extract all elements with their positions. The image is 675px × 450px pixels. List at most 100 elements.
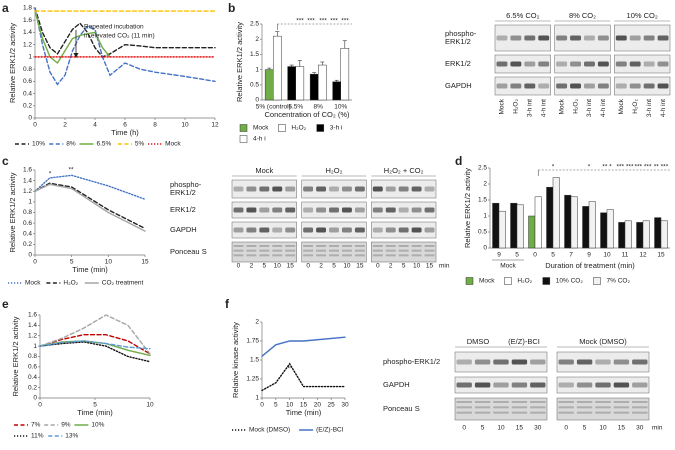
bar xyxy=(546,186,554,249)
x-tick-label: 5% (control) xyxy=(256,104,291,111)
bar xyxy=(287,66,296,101)
bar xyxy=(492,202,500,249)
blot-band xyxy=(538,61,550,67)
x-tick-label: 8 xyxy=(153,122,157,129)
blot-lane-label: 0 xyxy=(237,263,241,270)
blot-lane-label: 10 xyxy=(497,425,505,432)
y-tick-label: 1 xyxy=(255,395,259,402)
annotation: Repeated incubation xyxy=(84,24,144,31)
blot-row-label: Ponceau S xyxy=(170,247,207,256)
blot-band xyxy=(530,406,546,409)
y-tick-label: 0 xyxy=(28,252,32,259)
blot-band xyxy=(584,83,595,89)
series-line xyxy=(261,362,346,392)
blot-band xyxy=(511,411,528,414)
blot-band xyxy=(510,83,522,89)
y-tick-label: 1.2 xyxy=(28,332,37,339)
blot-band xyxy=(341,186,352,192)
blot-row-label: phospho-ERK1/2 xyxy=(383,357,440,366)
blot-band xyxy=(538,35,550,41)
bar xyxy=(498,210,506,249)
x-tick-label: 7 xyxy=(569,252,573,259)
x-tick-label: 5 xyxy=(274,402,278,409)
blot-band xyxy=(595,359,611,365)
legend-label: 7% CO₂ xyxy=(607,278,631,285)
blot-lane-label: 15 xyxy=(287,263,295,270)
blot-unit: min xyxy=(652,425,663,432)
blot-band xyxy=(474,382,491,388)
y-tick-label: 0 xyxy=(255,97,259,104)
legend-label: 13% xyxy=(65,433,78,440)
y-tick-label: 1.5 xyxy=(478,197,487,204)
blot-row-label: ERK1/2 xyxy=(445,37,471,46)
blot-header: 10% CO₂ xyxy=(627,11,658,20)
x-tick-label: 4 xyxy=(93,122,97,129)
blot-band xyxy=(285,245,296,247)
blot-band xyxy=(385,249,396,252)
blot-header: H₂O₂ xyxy=(325,166,342,175)
series-line xyxy=(39,341,151,363)
annotation: * xyxy=(552,164,555,171)
blot-band xyxy=(456,382,472,388)
blot-band xyxy=(584,61,595,67)
blot-band xyxy=(398,207,409,213)
blot-lane-label: 10 xyxy=(599,425,607,432)
blot-frame xyxy=(494,76,551,96)
blot-band xyxy=(657,35,669,41)
blot-band xyxy=(398,254,409,257)
legend-label: 10% CO₂ xyxy=(556,278,584,285)
blot-band xyxy=(246,227,257,233)
blot-band xyxy=(456,401,472,403)
blot-band xyxy=(316,227,327,233)
blot-band xyxy=(329,227,339,233)
blot-header: (E/Z)-BCI xyxy=(508,337,540,346)
blot-band xyxy=(385,245,396,247)
y-tick-label: 0.8 xyxy=(23,209,32,216)
x-tick-label: 10 xyxy=(146,402,154,409)
blot-band xyxy=(372,227,383,233)
blot-band xyxy=(576,359,593,365)
blot-band xyxy=(629,35,641,41)
blot-band xyxy=(456,411,472,414)
blot-band xyxy=(303,207,314,213)
blot-band xyxy=(303,254,314,257)
blot-frame xyxy=(301,221,367,239)
blot-band xyxy=(424,186,435,192)
y-tick-label: 1.75 xyxy=(246,338,259,345)
blot-band xyxy=(496,35,508,41)
blot-frame xyxy=(301,179,367,199)
series-line xyxy=(34,182,146,230)
blot-lane-label: 5 xyxy=(402,263,406,270)
blot-band xyxy=(576,411,593,414)
blot-band xyxy=(303,245,314,247)
blot-band xyxy=(285,186,296,192)
blot-lane-label: 10 xyxy=(343,263,351,270)
blot-band xyxy=(530,359,546,365)
x-tick-label: 2 xyxy=(63,122,67,129)
blot-band xyxy=(597,35,609,41)
blot-band xyxy=(511,406,528,409)
blot-lane-label: 0 xyxy=(306,263,310,270)
annotation: ** xyxy=(287,366,293,373)
blot-band xyxy=(259,249,270,252)
blot-header: 6.5% CO₂ xyxy=(506,11,539,20)
y-tick-label: 1.6 xyxy=(23,17,32,24)
blot-band xyxy=(259,186,270,192)
blot-lane-label: 10 xyxy=(274,263,282,270)
blot-frame xyxy=(556,351,650,373)
x-tick-label: 9 xyxy=(587,252,591,259)
legend-label: 8% xyxy=(66,141,76,148)
blot-band xyxy=(272,254,283,257)
x-tick-label: 5 xyxy=(93,402,97,409)
blot-band xyxy=(524,83,536,89)
blot-frame xyxy=(231,201,297,219)
blot-band xyxy=(474,359,491,365)
blot-band xyxy=(558,406,574,409)
blot-band xyxy=(643,83,655,89)
y-tick-label: 1.2 xyxy=(23,41,32,48)
blot-band xyxy=(538,83,550,89)
legend-label: Mock xyxy=(479,278,495,285)
series-line xyxy=(39,314,151,355)
legend-label: 10% xyxy=(91,422,104,429)
blot-band xyxy=(493,401,509,403)
